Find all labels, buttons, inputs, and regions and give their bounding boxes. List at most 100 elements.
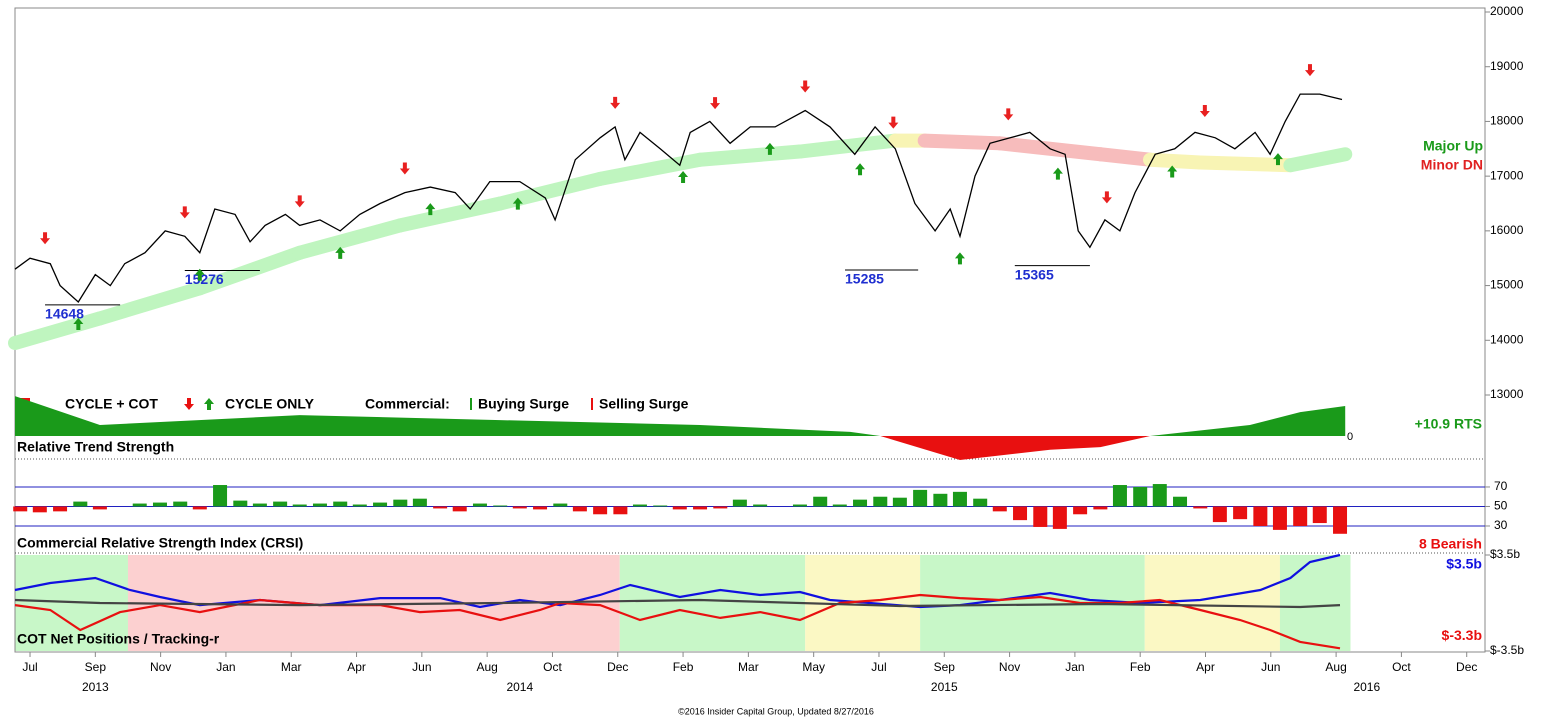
panel-title: Relative Trend Strength bbox=[17, 439, 174, 455]
crsi-bar bbox=[452, 506, 467, 512]
y-tick-label: 16000 bbox=[1490, 223, 1524, 237]
x-tick-label: Sep bbox=[85, 660, 107, 674]
y-tick-label: 50 bbox=[1494, 499, 1508, 513]
legend-text: Commercial: bbox=[365, 396, 450, 412]
moving-average bbox=[92, 281, 207, 326]
crsi-bar bbox=[412, 498, 427, 507]
crsi-bar bbox=[913, 489, 928, 507]
legend-text: Selling Surge bbox=[599, 396, 689, 412]
crsi-bar bbox=[333, 501, 348, 507]
support-label: 15285 bbox=[845, 271, 884, 287]
buy-signal bbox=[1052, 167, 1063, 180]
x-tick-label: Jul bbox=[22, 660, 37, 674]
crsi-bar bbox=[292, 504, 307, 507]
crsi-bar bbox=[753, 504, 768, 507]
crsi-bar bbox=[853, 499, 868, 507]
crsi-bar bbox=[152, 502, 167, 507]
support-label: 14648 bbox=[45, 306, 84, 322]
crsi-bar bbox=[1133, 486, 1148, 507]
sell-signal bbox=[179, 206, 190, 219]
x-tick-label: Oct bbox=[543, 660, 562, 674]
y-tick-label: 13000 bbox=[1490, 387, 1524, 401]
x-tick-label: Oct bbox=[1392, 660, 1411, 674]
footer: ©2016 Insider Capital Group, Updated 8/2… bbox=[678, 706, 874, 716]
x-tick-label: Aug bbox=[476, 660, 497, 674]
crsi-bar bbox=[813, 496, 828, 507]
moving-average bbox=[1193, 155, 1298, 173]
crsi-bar bbox=[1293, 506, 1308, 526]
crsi-bar bbox=[792, 504, 807, 507]
cot-line bbox=[14, 598, 1341, 609]
crsi-bar bbox=[1193, 506, 1208, 509]
crsi-bar bbox=[713, 506, 728, 509]
crsi-bar bbox=[32, 506, 47, 513]
year-label: 2013 bbox=[82, 680, 109, 694]
y-tick-label: 70 bbox=[1494, 479, 1508, 493]
crsi-bar bbox=[672, 506, 687, 510]
crsi-bar bbox=[1253, 506, 1268, 526]
buy-signal bbox=[194, 268, 205, 281]
crsi-bar bbox=[173, 501, 188, 507]
sell-signal bbox=[399, 162, 410, 175]
crsi-bar bbox=[433, 506, 448, 509]
buy-signal bbox=[73, 317, 84, 330]
crsi-bar bbox=[1033, 506, 1048, 527]
end-label: $-3.3b bbox=[1442, 627, 1482, 643]
crsi-bar bbox=[613, 506, 628, 515]
crsi-bar bbox=[973, 498, 988, 507]
support-label: 15276 bbox=[185, 271, 224, 287]
crsi-bar bbox=[1212, 506, 1227, 523]
crsi-bar bbox=[213, 485, 228, 507]
year-label: 2015 bbox=[931, 680, 958, 694]
moving-average bbox=[593, 152, 708, 186]
crsi-bar bbox=[352, 504, 367, 507]
x-tick-label: Jan bbox=[1065, 660, 1084, 674]
x-tick-label: Aug bbox=[1325, 660, 1346, 674]
buy-signal bbox=[764, 142, 775, 155]
sell-signal bbox=[1101, 191, 1112, 204]
legend-icon bbox=[591, 398, 593, 410]
y-tick-label: 20000 bbox=[1490, 4, 1524, 18]
panel-title: Commercial Relative Strength Index (CRSI… bbox=[17, 535, 303, 551]
crsi-bar bbox=[233, 500, 248, 507]
year-label: 2014 bbox=[506, 680, 533, 694]
crsi-bar bbox=[892, 497, 907, 507]
crsi-bar bbox=[252, 503, 267, 507]
moving-average bbox=[693, 144, 807, 167]
sell-signal bbox=[40, 232, 51, 245]
crsi-bar bbox=[393, 499, 408, 507]
crsi-bar bbox=[53, 506, 68, 512]
crsi-bar bbox=[832, 504, 847, 507]
crsi-bar bbox=[373, 502, 388, 507]
sell-signal bbox=[610, 96, 621, 109]
last-label: 8 Bearish bbox=[1419, 536, 1482, 552]
crsi-bar bbox=[312, 503, 327, 507]
buy-signal bbox=[855, 163, 866, 176]
x-tick-label: Apr bbox=[1196, 660, 1215, 674]
crsi-bar bbox=[933, 493, 948, 507]
x-tick-label: Feb bbox=[1130, 660, 1151, 674]
crsi-bar bbox=[952, 491, 967, 507]
sell-signal bbox=[1199, 105, 1210, 118]
x-tick-label: Feb bbox=[673, 660, 694, 674]
x-tick-label: Jun bbox=[1261, 660, 1280, 674]
moving-average bbox=[1093, 147, 1157, 167]
rts-area bbox=[15, 396, 1346, 460]
buy-signal bbox=[954, 252, 965, 265]
crsi-bar bbox=[572, 506, 587, 512]
plot-frame bbox=[14, 7, 1486, 653]
crsi-bar bbox=[92, 506, 107, 510]
y-tick-label: 30 bbox=[1494, 518, 1508, 532]
buy-signal bbox=[678, 170, 689, 183]
year-label: 2016 bbox=[1353, 680, 1380, 694]
crsi-bar bbox=[73, 501, 88, 507]
sell-signal bbox=[710, 97, 721, 110]
crsi-bar bbox=[512, 506, 527, 509]
cot-line bbox=[14, 593, 1341, 650]
legend-icon bbox=[204, 398, 214, 410]
y-tick-label: 15000 bbox=[1490, 278, 1524, 292]
moving-average bbox=[393, 196, 508, 233]
legend-icon bbox=[184, 398, 194, 410]
legend-text: CYCLE ONLY bbox=[225, 396, 315, 412]
y-tick-label: $3.5b bbox=[1490, 547, 1520, 561]
